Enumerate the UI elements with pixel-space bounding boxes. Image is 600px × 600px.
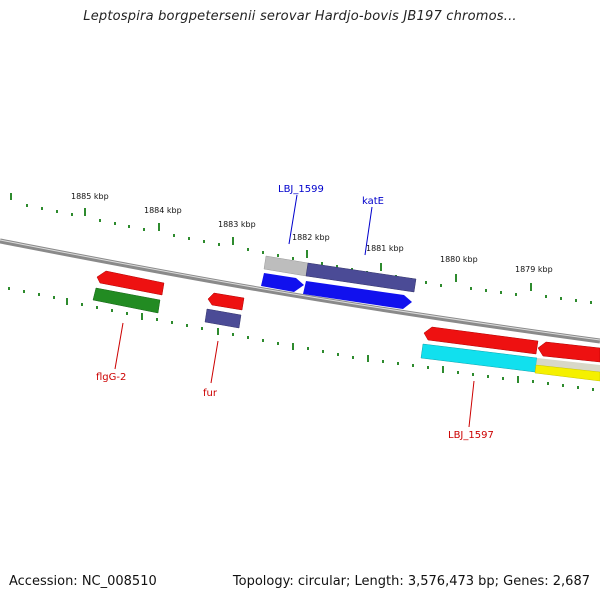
gene-blue-arrow-1[interactable]	[261, 273, 304, 292]
gene-flgg2-feature[interactable]	[92, 287, 161, 314]
lower-tick-row	[8, 287, 594, 391]
gene-label-lbj1599[interactable]: LBJ_1599	[278, 184, 324, 195]
gene-label-kate[interactable]: katE	[362, 196, 384, 207]
gene-fur-feature[interactable]	[204, 308, 242, 329]
leader-line-flgg2	[114, 322, 124, 370]
tick-label-1881: 1881 kbp	[366, 244, 404, 253]
gene-red-arrow-left[interactable]	[96, 270, 165, 296]
leader-line-lbj1597	[468, 380, 475, 428]
map-title: Leptospira borgpetersenii serovar Hardjo…	[83, 9, 517, 24]
tick-label-1883: 1883 kbp	[218, 220, 256, 229]
gene-label-lbj1597[interactable]: LBJ_1597	[448, 430, 494, 441]
gene-label-fur[interactable]: fur	[203, 388, 218, 399]
gene-label-flgg2[interactable]: flgG-2	[96, 372, 126, 383]
leader-line-fur	[210, 340, 219, 384]
gene-gray-right[interactable]	[536, 358, 600, 372]
tick-label-1880: 1880 kbp	[440, 255, 478, 264]
chromosome-backbone-highlight	[0, 239, 600, 341]
gene-yellow-right[interactable]	[534, 364, 600, 382]
gene-red-arrow-right-2[interactable]	[537, 341, 600, 363]
gene-red-arrow-right-1[interactable]	[423, 326, 539, 355]
tick-label-1879: 1879 kbp	[515, 265, 553, 274]
gene-kate-feature[interactable]	[305, 262, 417, 293]
tick-label-1882: 1882 kbp	[292, 233, 330, 242]
gene-blue-arrow-2[interactable]	[303, 281, 412, 309]
leader-line-lbj1599	[288, 194, 298, 245]
gene-lbj1599-feature[interactable]	[263, 255, 309, 277]
upper-tick-row	[10, 193, 592, 304]
tick-label-1884: 1884 kbp	[144, 206, 182, 215]
leader-line-kate	[364, 206, 373, 256]
gene-red-arrow-fur[interactable]	[207, 292, 245, 311]
chromosome-backbone	[0, 238, 600, 344]
topology-label: Topology: circular; Length: 3,576,473 bp…	[232, 574, 590, 589]
accession-label: Accession: NC_008510	[9, 574, 157, 589]
tick-label-1885: 1885 kbp	[71, 192, 109, 201]
